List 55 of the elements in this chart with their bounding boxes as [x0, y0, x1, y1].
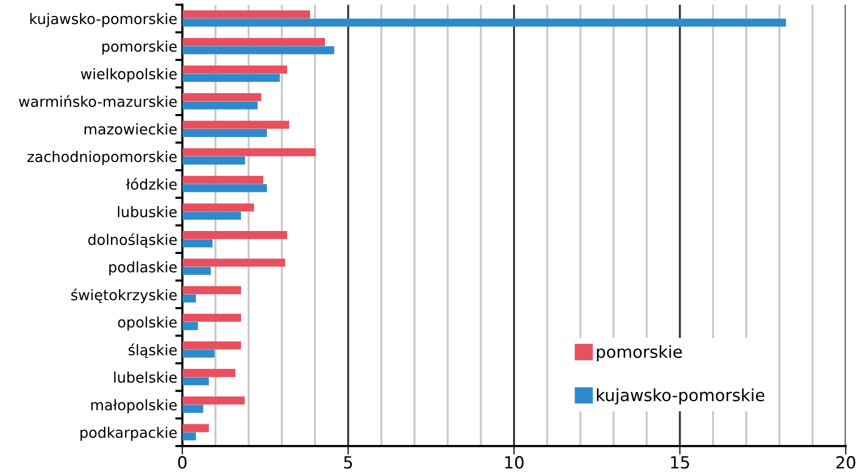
bar: [182, 432, 196, 440]
y-tick-label: świętokrzyskie: [71, 288, 177, 304]
bar: [182, 184, 267, 192]
bar: [182, 203, 254, 212]
bar: [182, 212, 242, 220]
bar: [182, 424, 209, 432]
bar: [182, 341, 242, 350]
bar: [182, 156, 246, 165]
bar: [182, 10, 310, 18]
bar: [182, 101, 258, 110]
y-tick-label: lubuskie: [118, 206, 177, 218]
x-tick-label: 5: [344, 456, 352, 469]
bar: [182, 38, 325, 46]
y-tick-label: pomorskie: [102, 40, 177, 55]
bar: [182, 404, 204, 413]
bar: [182, 148, 316, 156]
bar: [182, 176, 264, 184]
bar: [182, 46, 334, 54]
bar: [182, 322, 198, 330]
x-tick-label: 10: [505, 456, 524, 469]
bar: [182, 74, 280, 82]
y-tick-label: łódzkie: [126, 178, 177, 190]
y-tick-label: opolskie: [118, 316, 177, 330]
bar: [182, 66, 288, 74]
bar: [182, 120, 290, 129]
y-tick-label: podkarpackie: [80, 426, 177, 441]
x-tick-label: 20: [836, 456, 856, 469]
bar: [182, 93, 262, 102]
y-tick-label: zachodniopomorskie: [27, 150, 177, 165]
bar: [182, 368, 236, 377]
y-tick-label: lubelskie: [114, 372, 177, 383]
y-tick-label: wielkopolskie: [80, 68, 177, 82]
y-tick-label: kujawsko-pomorskie: [30, 12, 177, 28]
bar: [182, 350, 215, 358]
bar: [182, 377, 209, 386]
x-tick-label: 0: [178, 456, 187, 469]
bar: [182, 266, 211, 275]
y-tick-label: dolnośląskie: [88, 233, 177, 248]
y-tick-label: warmińsko-mazurskie: [18, 95, 177, 108]
x-tick-label: 15: [671, 456, 690, 469]
legend-label: kujawsko-pomorskie: [596, 388, 764, 405]
y-tick-label: mazowieckie: [84, 123, 177, 135]
y-tick-label: małopolskie: [91, 399, 177, 414]
bar: [182, 286, 242, 294]
y-tick-label: podlaskie: [109, 261, 177, 276]
bar: [182, 239, 213, 248]
bar: [182, 231, 288, 240]
y-tick-label: śląskie: [128, 344, 177, 358]
bar: [182, 294, 196, 302]
bar: [182, 18, 786, 27]
legend-label: pomorskie: [596, 345, 682, 362]
bar: [182, 258, 286, 267]
bar: [182, 314, 242, 322]
bar: [182, 396, 245, 405]
bar: [182, 128, 267, 137]
